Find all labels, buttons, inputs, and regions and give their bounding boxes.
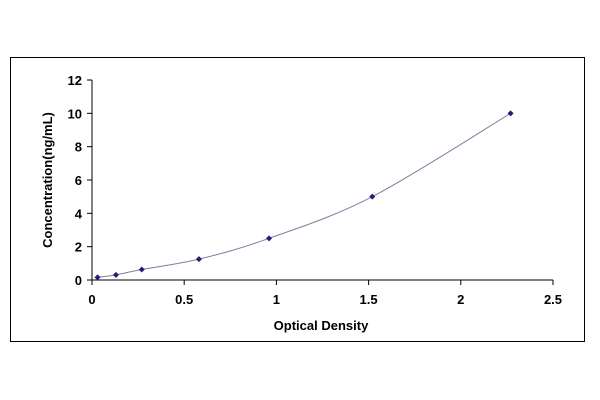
y-tick-label: 0 (75, 273, 82, 288)
y-tick-label: 2 (75, 240, 82, 255)
data-point-marker (138, 266, 145, 273)
data-point-marker (112, 271, 119, 278)
x-tick-label: 0 (88, 292, 95, 307)
data-points (94, 110, 514, 281)
chart-frame (10, 57, 585, 342)
x-axis-label: Optical Density (274, 318, 369, 333)
data-point-marker (266, 235, 273, 242)
x-tick-label: 1.5 (360, 292, 378, 307)
x-tick-label: 2.5 (544, 292, 562, 307)
data-point-marker (94, 274, 101, 281)
data-point-marker (369, 193, 376, 200)
ticks (87, 79, 554, 285)
y-tick-label: 6 (75, 173, 82, 188)
data-point-marker (195, 256, 202, 263)
tick-labels: 0 0.5 1 1.5 2 2.5 0 2 4 6 8 10 12 (68, 73, 563, 307)
x-tick-label: 2 (457, 292, 464, 307)
y-tick-label: 8 (75, 140, 82, 155)
x-tick-label: 1 (273, 292, 280, 307)
y-tick-label: 12 (68, 73, 82, 88)
y-tick-label: 10 (68, 106, 82, 121)
y-tick-label: 4 (75, 206, 83, 221)
fit-curve (97, 112, 511, 278)
data-point-marker (507, 110, 514, 117)
x-tick-label: 0.5 (175, 292, 193, 307)
axes (91, 80, 553, 281)
y-axis-label: Concentration(ng/mL) (40, 112, 55, 248)
